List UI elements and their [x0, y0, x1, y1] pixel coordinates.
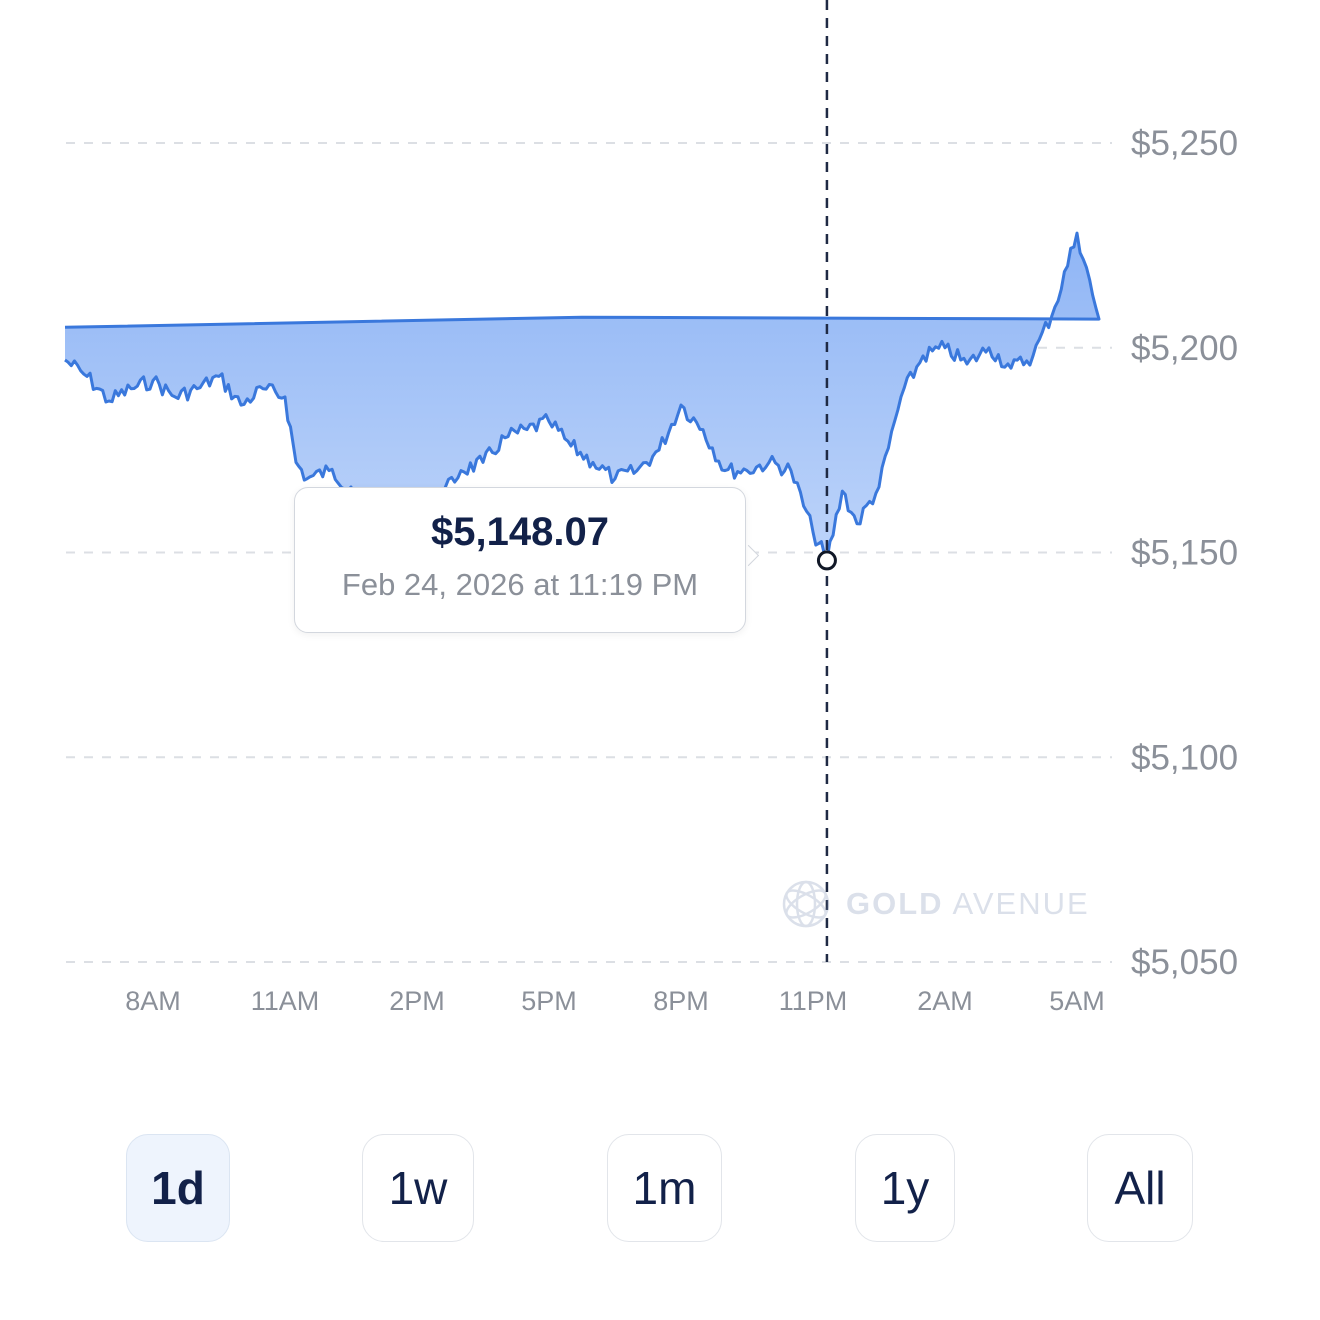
watermark-text: GOLD AVENUE	[846, 886, 1090, 922]
x-tick-label: 2PM	[389, 986, 445, 1016]
x-axis: 8AM 11AM 2PM 5PM 8PM 11PM 2AM 5AM	[125, 986, 1105, 1016]
watermark-brand-light: AVENUE	[952, 886, 1090, 921]
time-range-selector: 1d 1w 1m 1y All	[0, 1134, 1320, 1244]
price-area	[65, 233, 1099, 963]
x-tick-label: 5AM	[1049, 986, 1105, 1016]
selected-point-marker	[816, 550, 837, 571]
x-tick-label: 2AM	[917, 986, 973, 1016]
price-line-layer	[64, 231, 1101, 562]
x-tick-label: 11PM	[779, 986, 848, 1016]
y-tick-label: $5,150	[1131, 534, 1238, 573]
gold-avenue-watermark: GOLD AVENUE	[780, 874, 1090, 934]
y-axis: $5,250 $5,200 $5,150 $5,100 $5,050	[1131, 124, 1238, 982]
tooltip-price: $5,148.07	[431, 510, 609, 554]
x-tick-label: 8AM	[125, 986, 181, 1016]
range-1m-button[interactable]: 1m	[607, 1134, 722, 1242]
x-tick-label: 8PM	[653, 986, 709, 1016]
y-tick-label: $5,100	[1131, 738, 1238, 777]
range-1d-button[interactable]: 1d	[126, 1134, 230, 1242]
gold-avenue-logo-icon	[782, 880, 830, 928]
price-line	[64, 231, 1101, 562]
x-tick-label: 11AM	[251, 986, 320, 1016]
crosshair	[816, 0, 837, 962]
y-tick-label: $5,200	[1131, 329, 1238, 368]
price-tooltip: $5,148.07 Feb 24, 2026 at 11:19 PM	[294, 487, 746, 633]
tooltip-date: Feb 24, 2026 at 11:19 PM	[341, 567, 699, 602]
range-1y-button[interactable]: 1y	[855, 1134, 955, 1242]
range-1w-button[interactable]: 1w	[362, 1134, 474, 1242]
watermark-brand-bold: GOLD	[846, 886, 944, 921]
y-tick-label: $5,250	[1131, 124, 1238, 163]
range-all-button[interactable]: All	[1087, 1134, 1193, 1242]
price-chart[interactable]: $5,250 $5,200 $5,150 $5,100 $5,050 8AM 11AM 2P…	[0, 0, 1320, 1060]
y-tick-label: $5,050	[1131, 943, 1238, 982]
price-area-fill	[65, 233, 1099, 963]
x-tick-label: 5PM	[521, 986, 577, 1016]
